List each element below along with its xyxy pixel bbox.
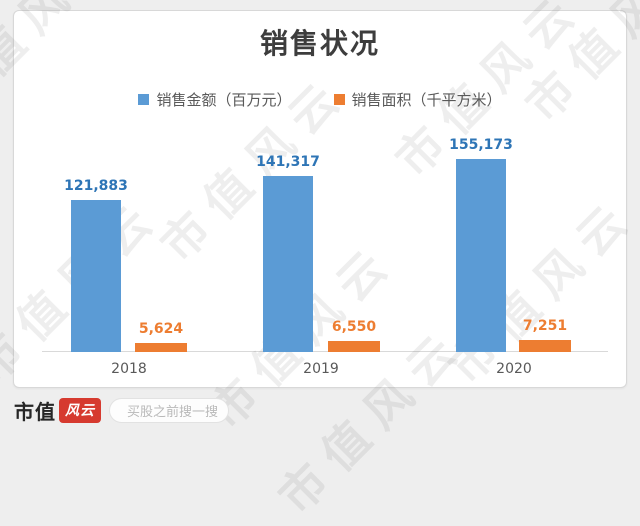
legend-swatch-blue-icon xyxy=(138,94,150,105)
label-sales-amount-2018: 121,883 xyxy=(64,178,128,194)
bar-sales-area-2020 xyxy=(519,340,571,352)
x-label-2019: 2019 xyxy=(303,361,339,377)
chart-title: 销售状况 xyxy=(259,27,380,60)
x-axis-line xyxy=(42,351,608,352)
label-sales-area-2018: 5,624 xyxy=(138,321,184,337)
legend-item-sales-amount: 销售金额（百万元） xyxy=(138,89,292,110)
legend-label-sales-area: 销售面积（千平方米） xyxy=(351,91,502,109)
bar-sales-area-2018 xyxy=(135,343,187,352)
search-bar[interactable]: 买股之前搜一搜 xyxy=(109,398,229,423)
bar-sales-amount-2020 xyxy=(456,159,506,352)
chart-card: 121,883 5,624 141,317 6,550 155,173 7,251 销售状… xyxy=(13,10,627,388)
legend-item-sales-area: 销售面积（千平方米） xyxy=(333,89,502,110)
legend-swatch-orange-icon xyxy=(333,94,345,105)
bar-sales-amount-2018 xyxy=(71,200,121,352)
label-sales-area-2020: 7,251 xyxy=(522,318,568,334)
label-sales-amount-2019: 141,317 xyxy=(256,154,320,170)
plot-area: 121,883 5,624 141,317 6,550 155,173 7,251 xyxy=(14,11,628,352)
bar-sales-amount-2019 xyxy=(263,176,313,352)
bar-sales-area-2019 xyxy=(328,341,380,352)
brand-logo: 市值 风云 xyxy=(14,396,101,425)
chart-legend: 销售金额（百万元） 销售面积（千平方米） xyxy=(14,89,626,110)
brand-badge: 风云 xyxy=(59,398,101,423)
brand-name: 市值 xyxy=(14,400,56,424)
x-axis-labels: 2018 2019 2020 xyxy=(14,361,626,385)
footer-bar: 市值 风云 买股之前搜一搜 xyxy=(0,388,640,433)
label-sales-amount-2020: 155,173 xyxy=(449,137,513,153)
x-label-2020: 2020 xyxy=(496,361,532,377)
label-sales-area-2019: 6,550 xyxy=(331,319,377,335)
x-label-2018: 2018 xyxy=(111,361,147,377)
legend-label-sales-amount: 销售金额（百万元） xyxy=(156,91,292,109)
search-placeholder: 买股之前搜一搜 xyxy=(127,405,219,420)
